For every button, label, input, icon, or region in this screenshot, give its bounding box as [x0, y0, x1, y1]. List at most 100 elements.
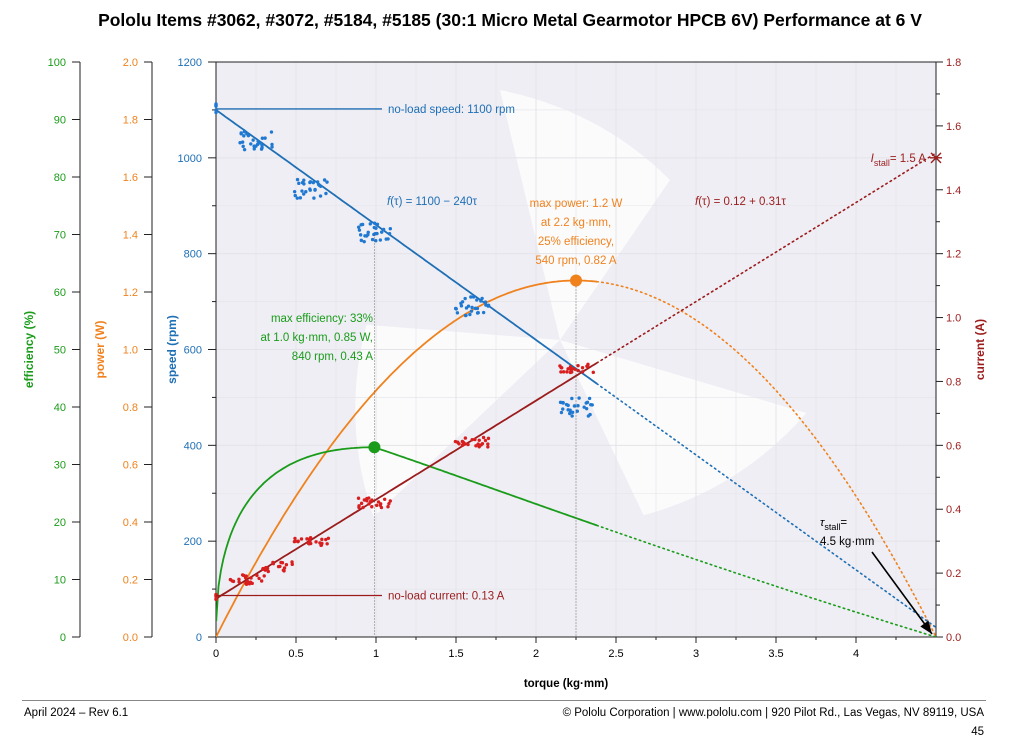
speed-measurement: [466, 304, 471, 308]
speed-measurement: [575, 409, 579, 413]
speed-measurement: [479, 299, 483, 303]
torque-tick-label: 0: [213, 648, 219, 660]
current-measurement: [476, 442, 480, 446]
speed-measurement: [260, 145, 264, 150]
current-measurement: [486, 445, 490, 449]
curves: [216, 109, 936, 637]
efficiency-tick-label: 90: [54, 115, 66, 127]
speed-measurement: [577, 396, 581, 400]
efficiency-tick-label: 20: [54, 517, 66, 529]
speed-measurement: [360, 222, 365, 227]
speed-measurement: [375, 231, 379, 236]
current-measurement: [473, 437, 477, 442]
current-measurement: [580, 370, 585, 374]
speed-measurement: [214, 103, 218, 107]
speed-measurement: [242, 147, 247, 152]
speed-measurement: [375, 222, 380, 227]
speed-measurement: [260, 136, 265, 140]
speed-measurement: [584, 406, 589, 411]
current-measurement: [367, 496, 371, 500]
speed-measurement: [483, 300, 488, 304]
current-measurement: [463, 436, 468, 440]
current-tick-label: 1.0: [946, 313, 961, 325]
speed-measurement: [270, 145, 274, 149]
efficiency-tick-label: 60: [54, 287, 66, 299]
speed-measurement: [586, 414, 591, 418]
stall-torque-label: τstall=: [820, 517, 847, 532]
current-measurement: [359, 501, 364, 506]
current-measurement: [453, 439, 458, 444]
efficiency-tick-label: 100: [48, 57, 66, 69]
max-power-label-line: 25% efficiency,: [538, 236, 614, 248]
current-measurement: [290, 562, 294, 567]
speed-tick-label: 400: [184, 440, 202, 452]
current-measurement: [293, 539, 298, 543]
efficiency-curve: [216, 446, 598, 622]
current-measurement: [374, 503, 379, 508]
footer-divider: [22, 700, 986, 701]
speed-measurement: [484, 303, 488, 307]
torque-tick-label: 2.5: [608, 648, 623, 660]
speed-measurement: [239, 131, 243, 135]
speed-measurement: [295, 196, 299, 200]
speed-measurement: [366, 233, 370, 237]
current-measurement: [281, 568, 286, 572]
current-measurement: [276, 564, 281, 569]
speed-measurement: [453, 306, 458, 311]
efficiency-tick-label: 70: [54, 230, 66, 242]
current-measurement: [255, 573, 259, 578]
speed-measurement: [270, 142, 274, 147]
speed-measurement: [315, 180, 320, 184]
max-power-label-line: 540 rpm, 0.82 A: [535, 255, 617, 267]
speed-measurement: [242, 130, 247, 134]
speed-measurement: [241, 144, 245, 149]
current-measurement: [483, 438, 488, 443]
watermark-logo: [355, 90, 807, 517]
current-measurement: [243, 576, 248, 580]
current-measurement: [570, 366, 575, 371]
efficiency-tick-label: 0: [60, 632, 66, 644]
max-efficiency-label-line: 840 rpm, 0.43 A: [292, 351, 374, 363]
current-measurement: [293, 536, 297, 541]
speed-measurement: [570, 414, 574, 418]
speed-measurement: [313, 187, 317, 192]
power-tick-label: 0.6: [123, 460, 138, 472]
current-tick-label: 1.2: [946, 249, 961, 261]
speed-measurement: [378, 238, 383, 242]
speed-measurement: [481, 310, 486, 315]
current-tick-label: 1.8: [946, 57, 961, 69]
current-measurement: [237, 577, 241, 581]
current-measurement: [386, 505, 390, 509]
speed-measurement: [318, 194, 323, 198]
current-tick-label: 0.2: [946, 568, 961, 580]
current-tick-label: 1.6: [946, 121, 961, 133]
speed-measurement: [311, 180, 316, 185]
speed-measurement: [292, 189, 297, 194]
speed-measurement: [374, 238, 378, 243]
speed-measurement: [587, 396, 592, 401]
max-power-label-line: at 2.2 kg·mm,: [541, 217, 611, 229]
data-points: [214, 102, 942, 637]
speed-measurement: [470, 305, 474, 310]
power-tick-label: 0.0: [123, 632, 138, 644]
speed-measurement: [362, 239, 366, 244]
speed-measurement: [381, 227, 386, 232]
stall-torque-value: 4.5 kg·mm: [820, 536, 874, 548]
torque-axis-title: torque (kg·mm): [524, 678, 609, 690]
torque-tick-label: 3: [693, 648, 699, 660]
current-measurement: [296, 539, 300, 544]
speed-measurement: [300, 180, 305, 185]
speed-measurement: [308, 180, 313, 184]
current-measurement: [388, 499, 392, 503]
watermark-blade: [355, 324, 560, 517]
current-measurement: [576, 363, 580, 368]
power-tick-label: 0.4: [123, 517, 138, 529]
speed-measurement: [387, 232, 392, 236]
speed-measurement: [304, 190, 308, 194]
current-measurement: [228, 577, 233, 582]
speed-measurement: [240, 140, 245, 144]
stall-torque-arrow: [871, 551, 933, 635]
speed-measurement: [300, 189, 304, 193]
current-measurement: [460, 443, 465, 447]
current-measurement: [240, 573, 245, 577]
